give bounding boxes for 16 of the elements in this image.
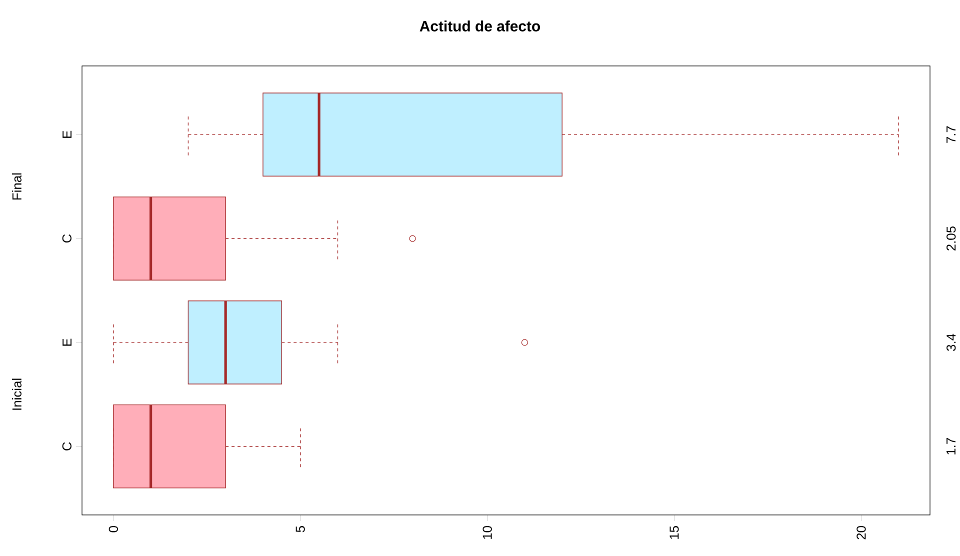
- y2-tick-label: 3.4: [946, 334, 956, 351]
- y-tick-label: C: [62, 234, 72, 243]
- x-tick-label: 0: [108, 526, 118, 532]
- x-tick-label: 15: [670, 526, 679, 539]
- text: Final: [12, 173, 22, 200]
- chart-title: Actitud de afecto: [420, 20, 540, 32]
- y-tick-label: C: [62, 442, 72, 450]
- x-tick-label: 5: [296, 526, 305, 532]
- y-tick-label: E: [62, 130, 72, 138]
- y2-tick-label: 2.05: [946, 226, 956, 250]
- y2-tick-label: 7.7: [946, 126, 956, 143]
- text: Inicial: [12, 378, 22, 410]
- x-tick-label: 10: [482, 526, 492, 539]
- y2-tick-label: 1.7: [946, 438, 956, 454]
- y-tick-label: E: [62, 338, 72, 346]
- x-tick-label: 20: [856, 526, 866, 540]
